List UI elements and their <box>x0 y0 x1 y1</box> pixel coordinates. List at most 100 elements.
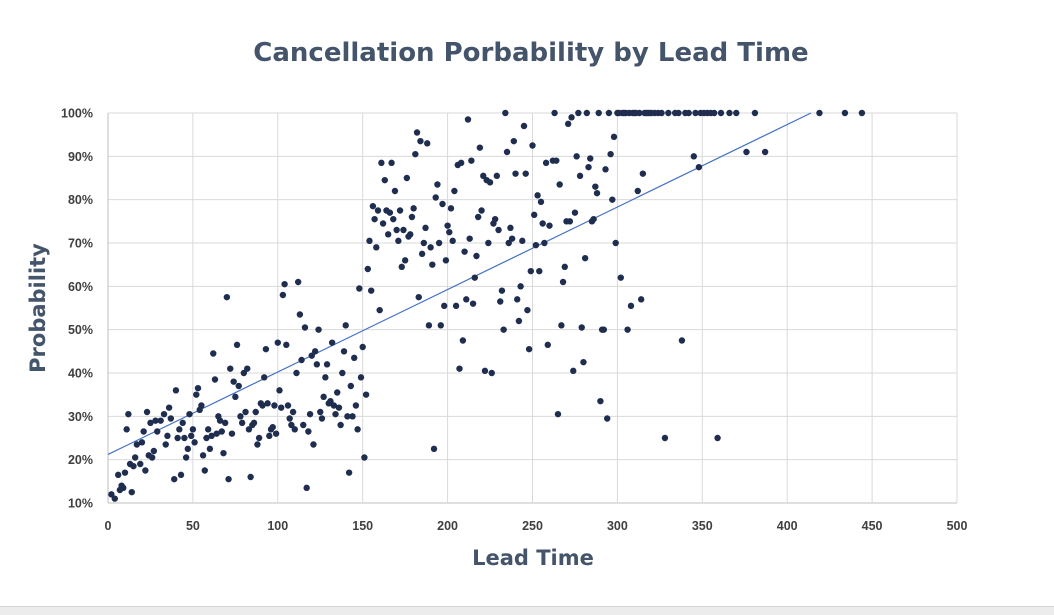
data-point <box>425 322 433 329</box>
data-point <box>437 322 445 329</box>
data-point <box>558 322 565 329</box>
data-point <box>590 215 597 223</box>
data-point <box>179 419 186 427</box>
data-points <box>108 109 866 502</box>
data-point <box>221 419 229 427</box>
data-point <box>313 361 321 368</box>
data-point <box>201 467 208 474</box>
x-tick-label: 0 <box>105 519 112 533</box>
data-point <box>607 150 614 158</box>
x-tick-label: 450 <box>862 519 883 533</box>
data-point <box>262 345 270 353</box>
data-point <box>422 224 429 232</box>
data-point <box>323 361 331 368</box>
x-axis-ticks: 0 50 100 150 200 250 300 350 400 450 500 <box>105 519 968 533</box>
data-point <box>427 244 434 251</box>
data-point <box>527 267 535 275</box>
data-point <box>362 391 370 398</box>
data-point <box>690 153 698 160</box>
data-point <box>583 109 591 117</box>
y-axis-ticks: 10% 20% 30% 40% 50% 60% 70% 80% 90% 100% <box>61 107 93 511</box>
data-point <box>191 439 198 446</box>
data-point <box>142 467 149 474</box>
data-point <box>279 291 287 299</box>
data-point <box>138 439 146 446</box>
data-point <box>546 222 553 229</box>
data-point <box>357 374 365 381</box>
data-point <box>193 391 200 398</box>
data-point <box>354 426 361 433</box>
data-point <box>751 109 759 117</box>
data-point <box>442 257 450 264</box>
data-point <box>637 296 645 303</box>
data-point <box>685 109 692 117</box>
data-point <box>695 163 703 171</box>
data-point <box>481 367 489 375</box>
data-point <box>349 413 356 420</box>
data-point <box>554 410 562 418</box>
data-point <box>451 187 458 195</box>
data-point <box>203 434 210 442</box>
data-point <box>390 215 397 223</box>
data-point <box>374 207 382 214</box>
data-point <box>140 428 147 435</box>
data-point <box>559 278 567 286</box>
data-point <box>610 133 618 141</box>
data-point <box>515 317 523 325</box>
data-point <box>344 413 351 420</box>
data-point <box>537 198 545 206</box>
data-point <box>342 322 349 329</box>
data-point <box>571 209 579 216</box>
y-tick-label: 80% <box>68 193 93 207</box>
data-point <box>276 387 283 394</box>
data-point <box>254 441 261 448</box>
data-point <box>539 220 546 227</box>
data-point <box>322 374 329 381</box>
data-point <box>364 265 371 273</box>
data-point <box>189 426 197 433</box>
data-point <box>471 274 478 281</box>
data-point <box>661 434 669 442</box>
data-point <box>199 452 207 459</box>
data-point <box>493 172 501 180</box>
linear-trendline <box>107 112 812 456</box>
data-point <box>223 293 231 301</box>
x-tick-label: 300 <box>607 519 628 533</box>
data-point <box>283 341 290 349</box>
data-point <box>517 283 524 290</box>
data-point <box>534 192 541 199</box>
data-point <box>303 484 310 492</box>
data-point <box>339 369 346 377</box>
data-point <box>634 187 641 195</box>
data-point <box>395 237 402 245</box>
data-point <box>335 404 343 411</box>
data-point <box>274 339 281 346</box>
data-point <box>435 239 443 247</box>
data-point <box>311 348 319 355</box>
data-point <box>167 415 175 422</box>
data-point <box>184 445 192 453</box>
data-point <box>480 172 487 180</box>
data-point <box>478 207 485 214</box>
data-point <box>148 454 156 461</box>
data-point <box>340 348 348 355</box>
data-point <box>165 404 173 411</box>
data-point <box>164 432 171 440</box>
data-point <box>430 445 438 453</box>
data-point <box>367 287 375 294</box>
data-point <box>131 454 139 461</box>
data-point <box>228 430 236 437</box>
y-tick-label: 100% <box>61 107 93 121</box>
data-point <box>500 326 507 333</box>
data-point <box>123 426 130 433</box>
data-point <box>665 109 672 117</box>
data-point <box>468 157 475 164</box>
data-point <box>373 244 380 251</box>
data-point <box>733 109 740 117</box>
data-point <box>188 432 195 440</box>
data-point <box>441 302 448 310</box>
data-point <box>264 400 271 407</box>
data-point <box>232 393 239 401</box>
